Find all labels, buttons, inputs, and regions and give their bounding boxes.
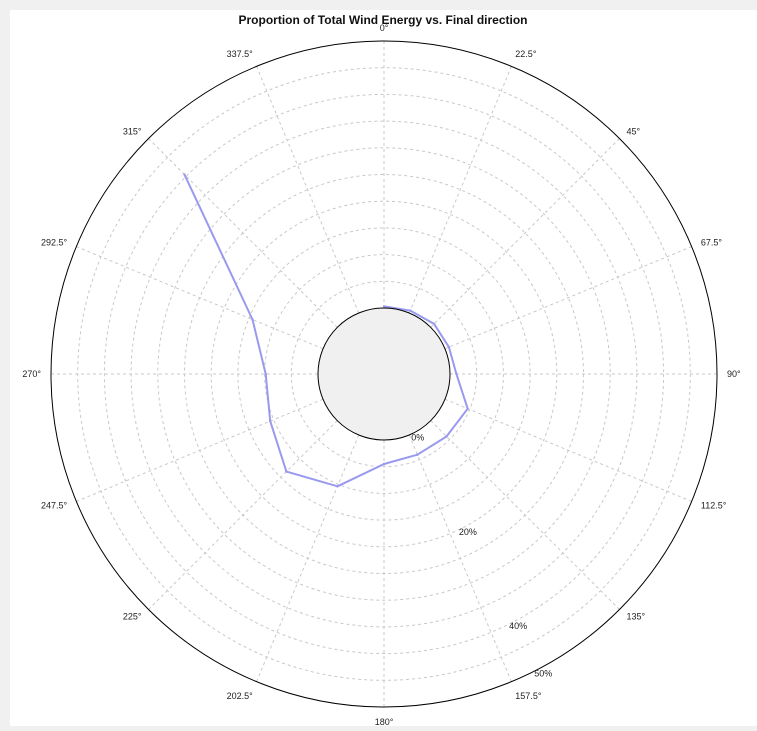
angle-label: 22.5° (515, 49, 537, 59)
angle-label: 135° (627, 612, 646, 622)
angular-gridline (256, 434, 360, 682)
angular-gridline (148, 420, 338, 610)
angular-gridline (430, 420, 620, 610)
data-point (183, 173, 186, 176)
angle-label: 337.5° (227, 49, 254, 59)
data-point (445, 435, 448, 438)
radial-label: 20% (459, 527, 477, 537)
angle-label: 45° (627, 127, 641, 137)
radial-gridline (157, 147, 611, 601)
angle-label: 270° (22, 369, 41, 379)
data-point (285, 470, 288, 473)
chart-title: Proportion of Total Wind Energy vs. Fina… (238, 13, 527, 27)
data-point (251, 318, 254, 321)
angular-gridline (444, 246, 692, 350)
data-point (455, 372, 458, 376)
outer-ring (50, 40, 718, 708)
angle-label: 225° (123, 612, 142, 622)
data-point (264, 372, 267, 376)
data-point (466, 407, 469, 410)
angle-label: 0° (380, 23, 389, 33)
data-point (336, 485, 339, 488)
angle-label: 157.5° (515, 691, 542, 701)
grid-layer (51, 41, 717, 707)
angular-gridline (76, 398, 324, 502)
radial-label: 0% (411, 433, 424, 443)
angular-gridline (148, 138, 338, 328)
data-point (416, 453, 419, 456)
data-point (447, 345, 451, 349)
data-point (432, 322, 436, 326)
angle-label: 112.5° (701, 500, 727, 510)
series-layer (183, 173, 469, 488)
angular-gridline (444, 398, 692, 502)
angle-label: 292.5° (41, 238, 68, 248)
angular-gridline (408, 434, 512, 682)
data-point (269, 419, 272, 423)
label-layer: 0° 22.5° 45° 67.5° 90° 112.5° 135° 157.5° 180° 20… (22, 23, 741, 727)
inner-hub (317, 307, 451, 441)
angular-gridline (76, 246, 324, 350)
angle-label: 67.5° (701, 238, 723, 248)
angle-label: 247.5° (41, 500, 68, 510)
radial-gridline (103, 93, 665, 655)
radial-label: 50% (534, 668, 552, 678)
angle-label: 180° (375, 717, 394, 726)
angular-gridline (408, 66, 512, 314)
angle-label: 90° (727, 369, 741, 379)
angular-gridline (256, 66, 360, 314)
radial-gridline (210, 200, 558, 548)
angle-label: 202.5° (227, 691, 254, 701)
outer-layer (50, 40, 718, 708)
data-point (409, 309, 412, 312)
data-point (382, 305, 386, 308)
angular-gridline (430, 138, 620, 328)
angle-label: 315° (123, 127, 142, 137)
data-point (382, 462, 386, 466)
radial-label: 40% (509, 621, 527, 631)
